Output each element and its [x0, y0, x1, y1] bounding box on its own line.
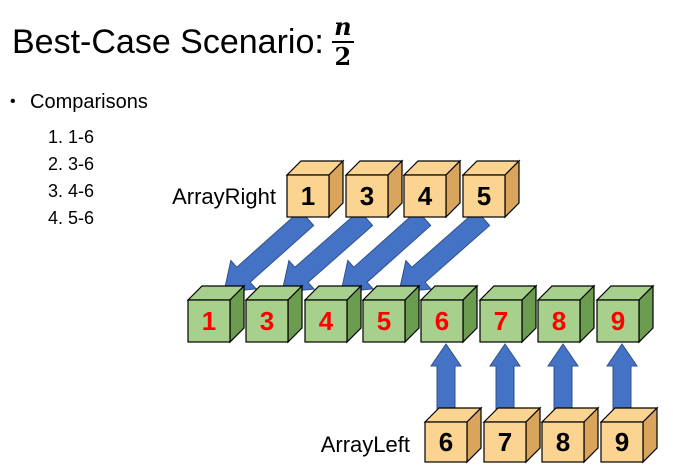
- comparison-pair: 5-6: [68, 208, 95, 228]
- array-left-cell: 9: [599, 406, 659, 464]
- cube-value: 5: [477, 181, 491, 211]
- array-right-label: ArrayRight: [172, 184, 276, 209]
- title-text: Best-Case Scenario:: [12, 23, 324, 61]
- array-left-label: ArrayLeft: [321, 432, 410, 457]
- cube-value: 9: [615, 427, 629, 457]
- cube-front-face: [187, 299, 231, 343]
- merged-array-cell: 1: [186, 284, 246, 344]
- array-right-cell: 4: [402, 159, 462, 219]
- cube-front-face: [424, 421, 468, 463]
- cube-value: 8: [552, 306, 566, 336]
- array-left-cell: 6: [423, 406, 483, 464]
- array-left-cell: 8: [540, 406, 600, 464]
- comparison-index: 1.: [48, 127, 64, 147]
- cube-front-face: [479, 299, 523, 343]
- box-layer: 1 3 4 5 1 3 4 5 6 7 8 9 6 7 8 9: [186, 159, 659, 464]
- arrow-icon: [547, 343, 579, 413]
- cube-value: 9: [611, 306, 625, 336]
- merged-array-cell: 4: [303, 284, 363, 344]
- comparisons-list: 1. 1-6 2. 3-6 3. 4-6 4. 5-6: [48, 124, 94, 232]
- array-right-cell: 1: [285, 159, 345, 219]
- cube-front-face: [286, 174, 330, 218]
- comparison-pair: 1-6: [68, 127, 95, 147]
- merged-array-cell: 7: [478, 284, 538, 344]
- comparison-item: 2. 3-6: [48, 151, 94, 178]
- bullet-item: • Comparisons: [10, 88, 148, 116]
- cube-value: 4: [418, 181, 433, 211]
- cube-value: 3: [260, 306, 274, 336]
- cube-value: 6: [435, 306, 449, 336]
- merged-array-cell: 8: [536, 284, 596, 344]
- array-right-cell: 5: [461, 159, 521, 219]
- merged-array-cell: 9: [595, 284, 655, 344]
- arrow-icon: [606, 343, 638, 413]
- cube-value: 1: [301, 181, 315, 211]
- arrow-icon: [489, 343, 521, 413]
- cube-front-face: [600, 421, 644, 463]
- cube-front-face: [483, 421, 527, 463]
- fraction-denominator: 2: [334, 42, 352, 71]
- cube-front-face: [345, 174, 389, 218]
- cube-front-face: [462, 174, 506, 218]
- comparison-pair: 3-6: [68, 154, 95, 174]
- bullet-dot-icon: •: [10, 93, 16, 110]
- cube-front-face: [304, 299, 348, 343]
- cube-front-face: [362, 299, 406, 343]
- cube-value: 4: [319, 306, 334, 336]
- comparison-index: 3.: [48, 181, 64, 201]
- cube-front-face: [420, 299, 464, 343]
- cube-value: 5: [377, 306, 391, 336]
- cube-value: 1: [202, 306, 216, 336]
- arrow-icon: [430, 343, 462, 413]
- comparison-item: 1. 1-6: [48, 124, 94, 151]
- cube-front-face: [537, 299, 581, 343]
- bullet-label: Comparisons: [30, 90, 148, 113]
- merged-array-cell: 6: [419, 284, 479, 344]
- cube-value: 3: [360, 181, 374, 211]
- cube-value: 8: [556, 427, 570, 457]
- merged-array-cell: 3: [244, 284, 304, 344]
- cube-front-face: [245, 299, 289, 343]
- bullet-list: • Comparisons: [10, 88, 148, 116]
- array-right-cell: 3: [344, 159, 404, 219]
- fraction-numerator: n: [334, 12, 352, 41]
- cube-front-face: [403, 174, 447, 218]
- array-left-cell: 7: [482, 406, 542, 464]
- comparison-item: 4. 5-6: [48, 205, 94, 232]
- cube-front-face: [541, 421, 585, 463]
- comparison-item: 3. 4-6: [48, 178, 94, 205]
- slide-title: Best-Case Scenario: n 2: [12, 14, 354, 70]
- arrow-layer: [223, 209, 638, 413]
- title-fraction: n 2: [331, 12, 354, 71]
- cube-value: 6: [439, 427, 453, 457]
- cube-value: 7: [498, 427, 512, 457]
- fraction-bar: [331, 41, 354, 43]
- comparison-index: 2.: [48, 154, 64, 174]
- cube-value: 7: [494, 306, 508, 336]
- merged-array-cell: 5: [361, 284, 421, 344]
- comparison-pair: 4-6: [68, 181, 95, 201]
- comparison-index: 4.: [48, 208, 64, 228]
- cube-front-face: [596, 299, 640, 343]
